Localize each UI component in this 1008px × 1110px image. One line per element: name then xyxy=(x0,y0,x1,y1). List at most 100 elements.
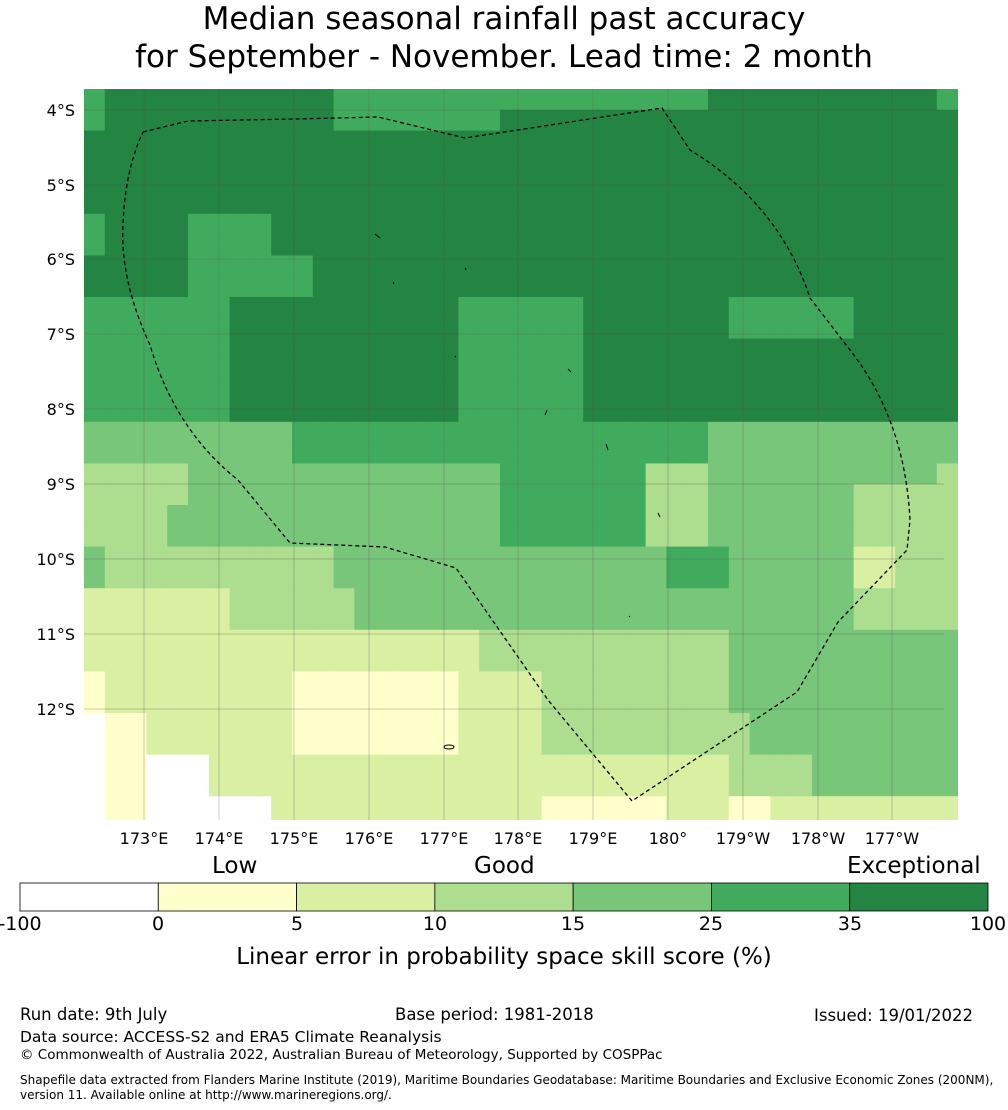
grid-cell xyxy=(728,463,750,485)
grid-cell xyxy=(541,442,563,464)
grid-cell xyxy=(84,650,106,672)
grid-cell xyxy=(812,151,834,173)
grid-cell xyxy=(292,297,314,319)
grid-cell xyxy=(666,151,688,173)
grid-cell xyxy=(895,213,917,235)
grid-cell xyxy=(188,754,210,776)
grid-cell xyxy=(604,525,626,547)
grid-cell xyxy=(708,401,730,423)
grid-cell xyxy=(645,505,667,527)
grid-cell xyxy=(416,671,438,693)
grid-cell xyxy=(188,796,210,818)
grid-cell xyxy=(271,775,293,797)
grid-cell xyxy=(271,692,293,714)
grid-cell xyxy=(312,193,334,215)
grid-cell xyxy=(250,401,272,423)
grid-cell xyxy=(812,754,834,776)
grid-cell xyxy=(84,380,106,402)
grid-cell xyxy=(645,754,667,776)
grid-cell xyxy=(770,130,792,152)
grid-cell xyxy=(104,213,126,235)
grid-cell xyxy=(562,338,584,360)
grid-cell xyxy=(645,317,667,339)
colorbar-segment xyxy=(434,882,574,912)
grid-cell xyxy=(604,650,626,672)
grid-cell xyxy=(375,567,397,589)
grid-cell xyxy=(229,588,251,610)
grid-cell xyxy=(250,484,272,506)
island xyxy=(628,615,631,618)
grid-cell xyxy=(936,754,958,776)
grid-cell xyxy=(104,380,126,402)
grid-cell xyxy=(832,401,854,423)
grid-cell xyxy=(188,650,210,672)
grid-cell xyxy=(583,588,605,610)
grid-cell xyxy=(645,172,667,194)
grid-cell xyxy=(832,713,854,735)
grid-cell xyxy=(437,380,459,402)
grid-cell xyxy=(624,172,646,194)
grid-cell xyxy=(687,89,709,111)
grid-cell xyxy=(104,193,126,215)
grid-cell xyxy=(666,234,688,256)
grid-cell xyxy=(853,525,875,547)
grid-cell xyxy=(728,338,750,360)
grid-cell xyxy=(250,629,272,651)
grid-cell xyxy=(188,234,210,256)
grid-cell xyxy=(354,359,376,381)
colorbar-segment xyxy=(849,882,989,912)
grid-cell xyxy=(146,359,168,381)
grid-cell xyxy=(292,775,314,797)
grid-cell xyxy=(167,754,189,776)
grid-cell xyxy=(936,234,958,256)
grid-cell xyxy=(895,525,917,547)
grid-cell xyxy=(874,234,896,256)
grid-cell xyxy=(624,525,646,547)
grid-cell xyxy=(146,546,168,568)
grid-cell xyxy=(666,463,688,485)
grid-cell xyxy=(125,421,147,443)
grid-cell xyxy=(354,588,376,610)
grid-cell xyxy=(916,588,938,610)
grid-cell xyxy=(791,505,813,527)
grid-cell xyxy=(104,796,126,818)
grid-cell xyxy=(271,276,293,298)
grid-cell xyxy=(728,359,750,381)
grid-cell xyxy=(479,817,501,820)
grid-cell xyxy=(208,130,230,152)
grid-cell xyxy=(354,255,376,277)
grid-cell xyxy=(396,505,418,527)
grid-cell xyxy=(666,172,688,194)
grid-cell xyxy=(229,338,251,360)
grid-cell xyxy=(104,130,126,152)
grid-cell xyxy=(562,172,584,194)
grid-cell xyxy=(229,754,251,776)
grid-cell xyxy=(812,442,834,464)
grid-cell xyxy=(333,89,355,111)
grid-cell xyxy=(416,317,438,339)
grid-cell xyxy=(375,733,397,755)
grid-cell xyxy=(458,213,480,235)
grid-cell xyxy=(604,172,626,194)
grid-cell xyxy=(791,650,813,672)
grid-cell xyxy=(770,525,792,547)
grid-cell xyxy=(520,588,542,610)
grid-cell xyxy=(936,109,958,131)
grid-cell xyxy=(791,338,813,360)
grid-cell xyxy=(812,172,834,194)
grid-cell xyxy=(812,130,834,152)
grid-cell xyxy=(645,401,667,423)
grid-cell xyxy=(312,546,334,568)
grid-cell xyxy=(84,733,106,755)
grid-cell xyxy=(749,130,771,152)
grid-cell xyxy=(687,172,709,194)
grid-cell xyxy=(167,151,189,173)
grid-cell xyxy=(375,109,397,131)
grid-cell xyxy=(770,338,792,360)
grid-cell xyxy=(375,650,397,672)
grid-cell xyxy=(396,817,418,820)
grid-cell xyxy=(500,193,522,215)
grid-cell xyxy=(125,754,147,776)
colorbar-segment xyxy=(296,882,436,912)
grid-cell xyxy=(541,401,563,423)
